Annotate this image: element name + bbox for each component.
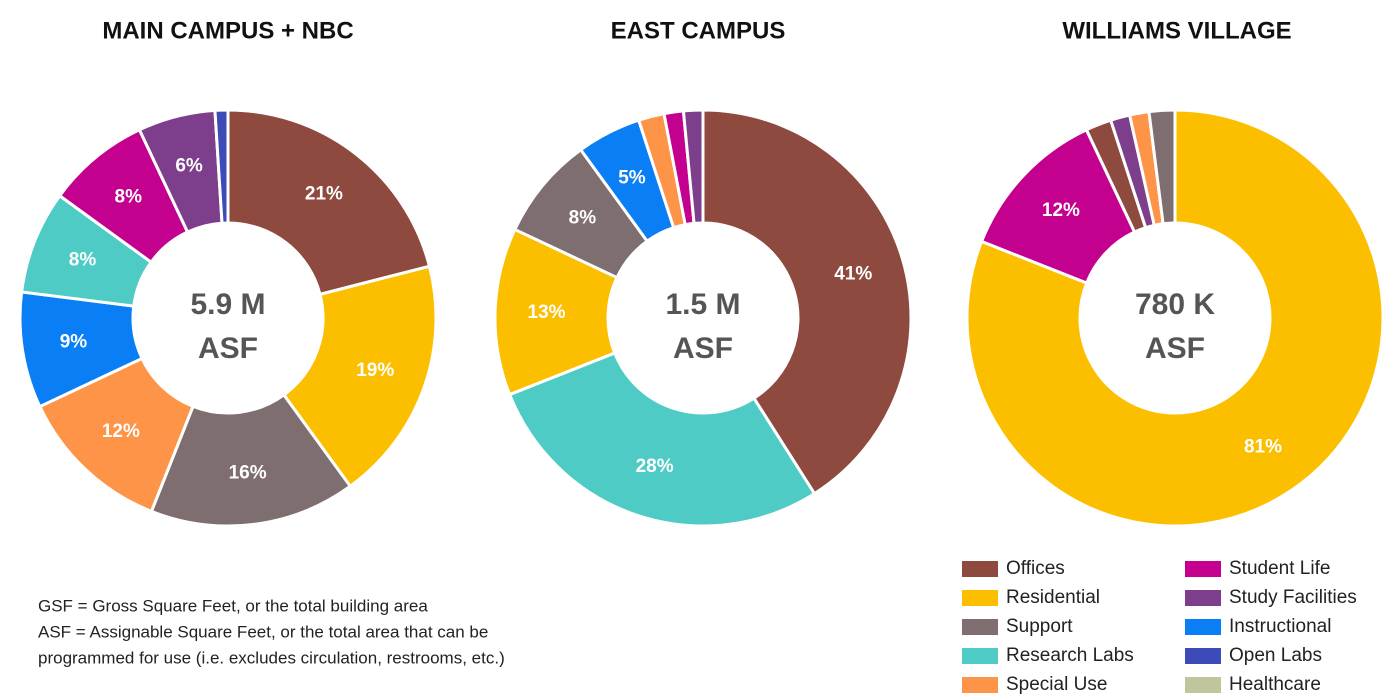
- legend-label: Support: [1006, 616, 1073, 637]
- legend-swatch: [1185, 561, 1221, 577]
- donut-slice: [681, 108, 705, 226]
- legend-label: Research Labs: [1006, 645, 1134, 666]
- legend-label: Study Facilities: [1229, 587, 1357, 608]
- legend-label: Open Labs: [1229, 645, 1322, 666]
- center-label: 1.5 M: [665, 288, 740, 321]
- data-label: 21%: [305, 183, 343, 204]
- donut-slice: [213, 108, 230, 225]
- legend-swatch: [1185, 590, 1221, 606]
- legend-swatch: [1185, 619, 1221, 635]
- data-label: 6%: [175, 155, 203, 176]
- legend-label: Residential: [1006, 587, 1100, 608]
- legend-label: Student Life: [1229, 558, 1330, 579]
- footnote: programmed for use (i.e. excludes circul…: [38, 648, 505, 667]
- data-label: 81%: [1244, 436, 1282, 457]
- data-label: 41%: [834, 263, 872, 284]
- data-label: 9%: [60, 331, 88, 352]
- data-label: 5%: [618, 168, 646, 189]
- data-label: 13%: [528, 302, 566, 323]
- legend-swatch: [962, 590, 998, 606]
- legend-swatch: [962, 619, 998, 635]
- center-label: ASF: [673, 332, 733, 365]
- center-label: 5.9 M: [190, 288, 265, 321]
- donut-slice: [226, 108, 432, 297]
- donut-slice: [149, 392, 353, 528]
- chart-title: WILLIAMS VILLAGE: [1062, 17, 1291, 44]
- center-label: ASF: [1145, 332, 1205, 365]
- donut-slice: [37, 356, 195, 514]
- center-label: ASF: [198, 332, 258, 365]
- donut-slice: [507, 351, 817, 528]
- donut-slice: [493, 227, 620, 397]
- donut-slice: [979, 127, 1137, 285]
- legend-label: Instructional: [1229, 616, 1331, 637]
- chart-title: MAIN CAMPUS + NBC: [102, 17, 353, 44]
- donut-slice: [1147, 108, 1177, 226]
- legend-label: Offices: [1006, 558, 1065, 579]
- legend-swatch: [1185, 677, 1221, 693]
- chart-title: EAST CAMPUS: [611, 17, 786, 44]
- footnote: ASF = Assignable Square Feet, or the tot…: [38, 622, 488, 641]
- donut-slice: [965, 108, 1382, 528]
- center-label: 780 K: [1135, 288, 1215, 321]
- data-label: 19%: [356, 360, 394, 381]
- data-label: 16%: [229, 462, 267, 483]
- data-label: 28%: [636, 456, 674, 477]
- legend-swatch: [962, 648, 998, 664]
- data-label: 8%: [569, 207, 597, 228]
- legend-swatch: [962, 561, 998, 577]
- data-label: 8%: [69, 249, 97, 270]
- donut-slice: [281, 264, 438, 489]
- legend-swatch: [962, 677, 998, 693]
- legend-label: Special Use: [1006, 674, 1107, 695]
- legend-swatch: [1185, 648, 1221, 664]
- footnote: GSF = Gross Square Feet, or the total bu…: [38, 596, 428, 615]
- data-label: 12%: [102, 421, 140, 442]
- legend-label: Healthcare: [1229, 674, 1321, 695]
- data-label: 12%: [1042, 200, 1080, 221]
- data-label: 8%: [115, 186, 143, 207]
